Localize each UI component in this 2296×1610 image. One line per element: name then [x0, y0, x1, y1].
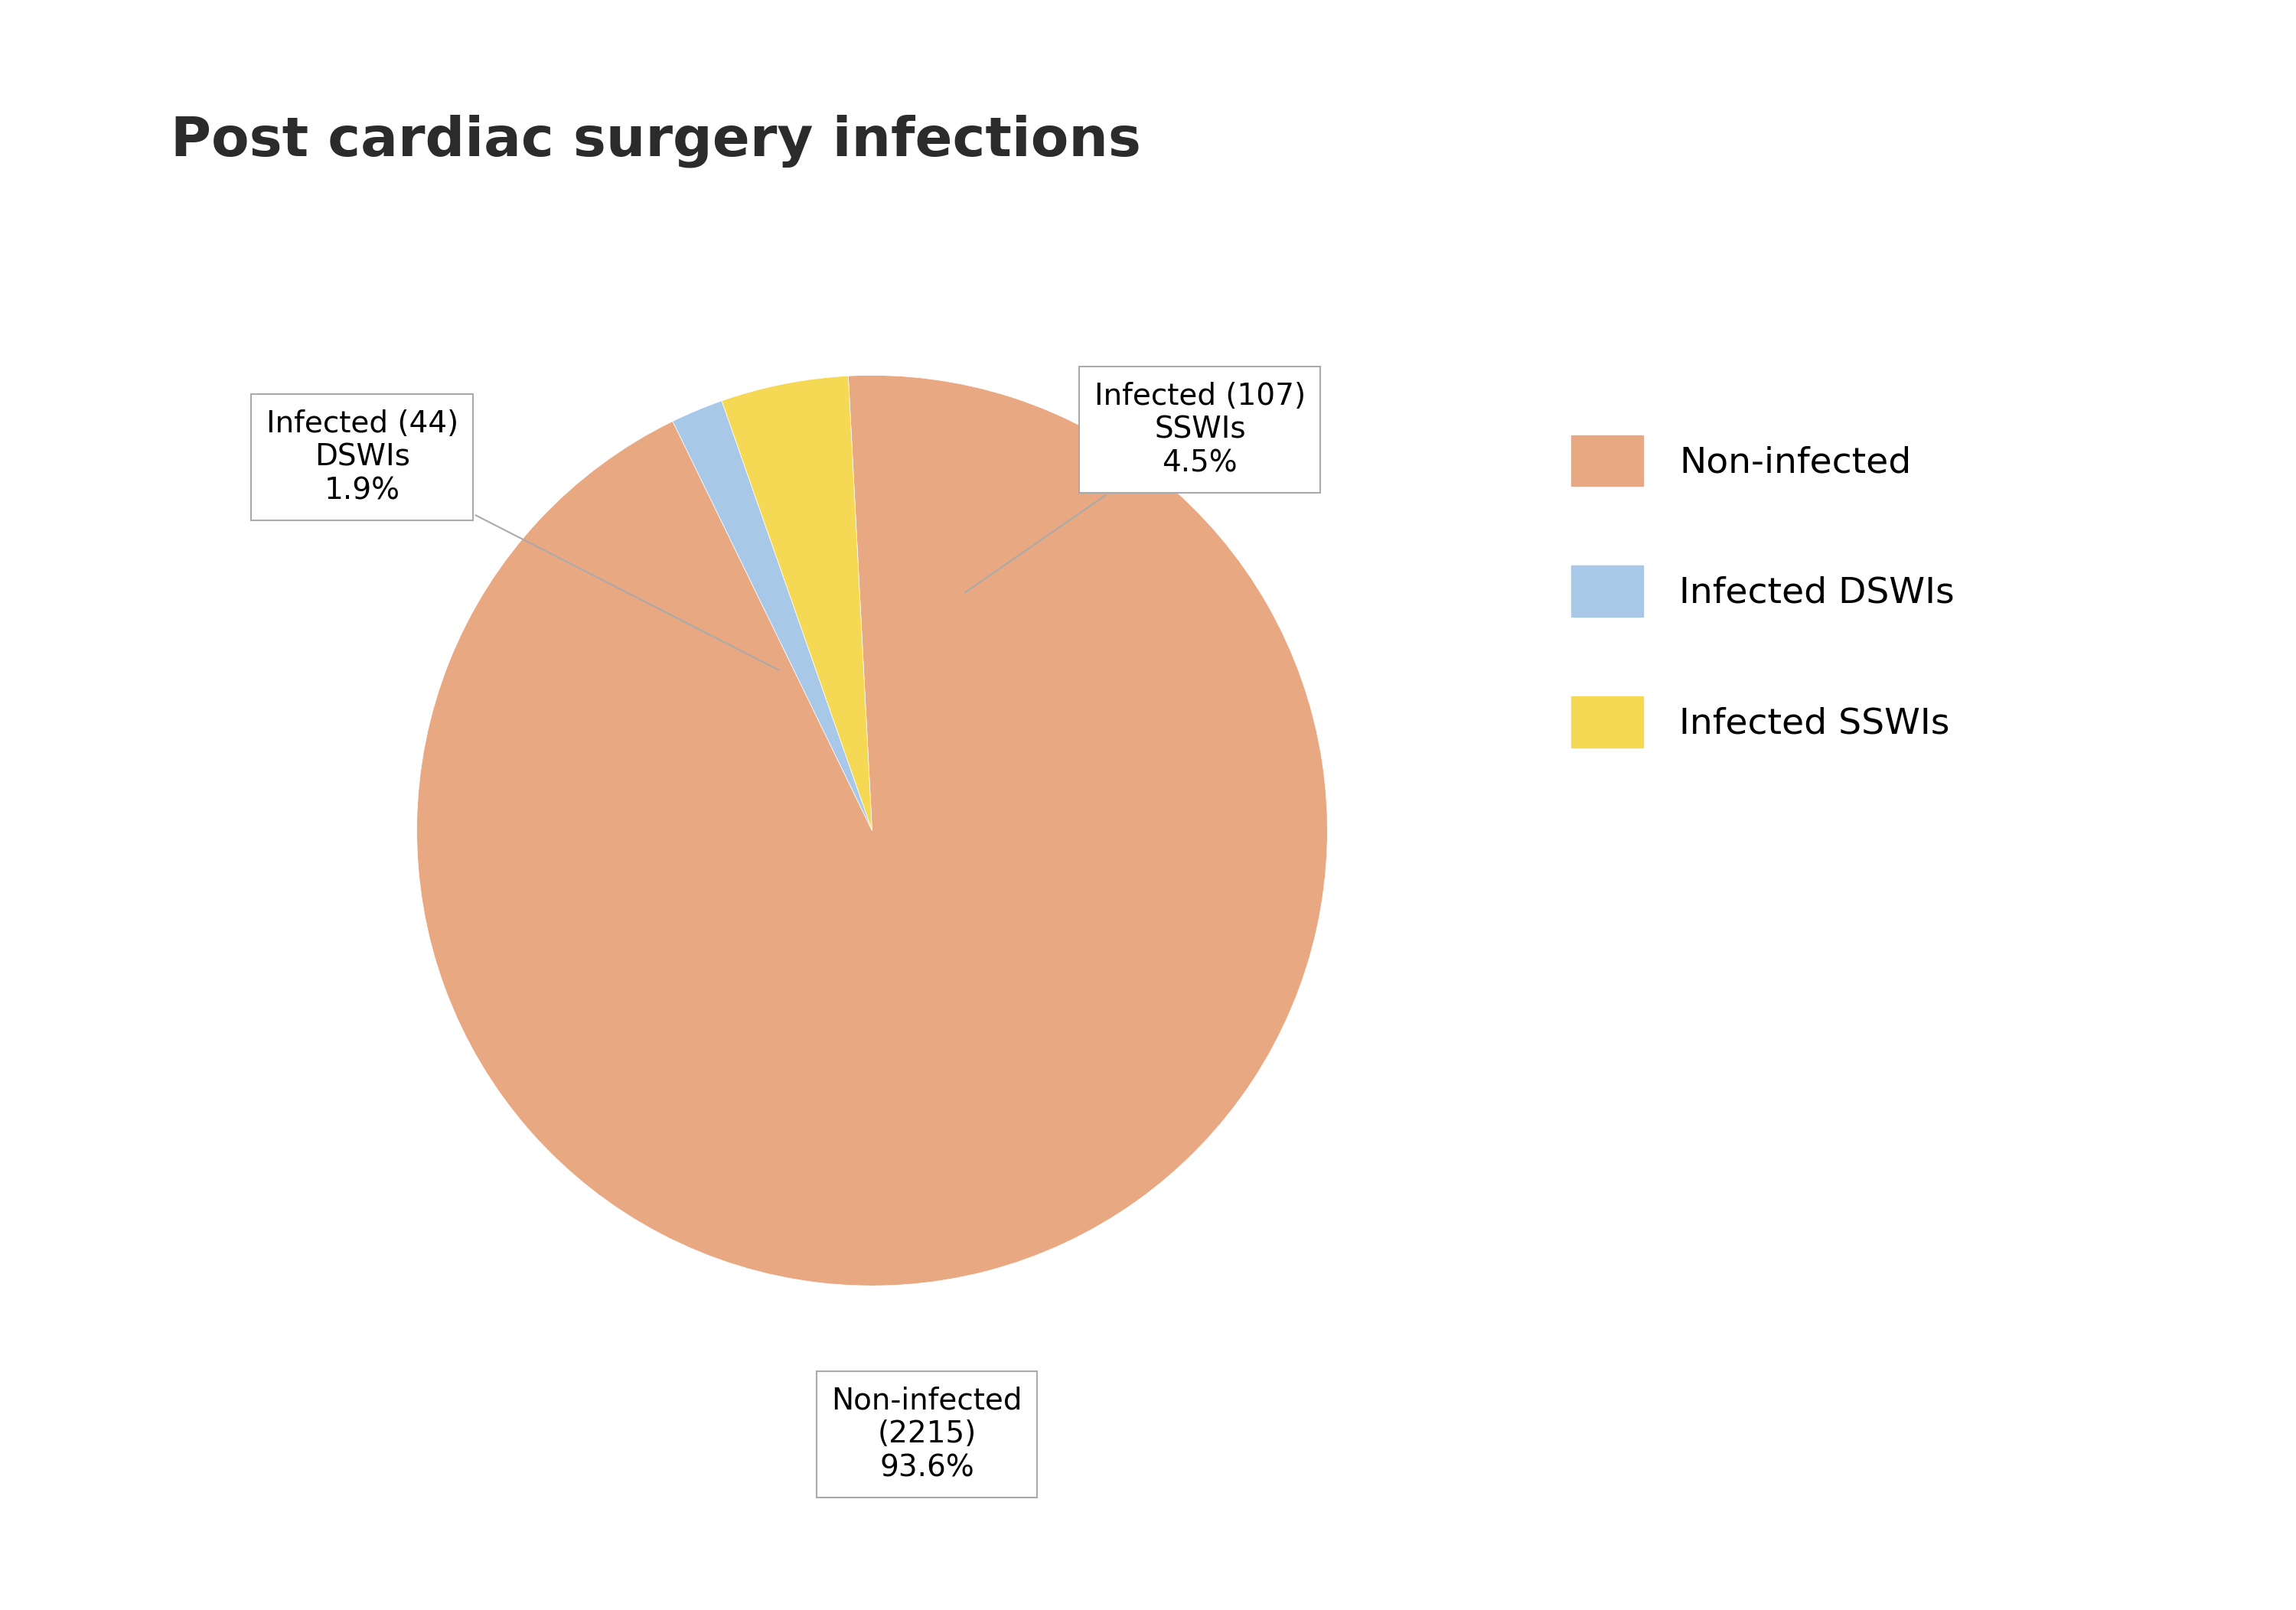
- Text: Infected (107)
SSWIs
4.5%: Infected (107) SSWIs 4.5%: [964, 382, 1306, 592]
- Text: Non-infected
(2215)
93.6%: Non-infected (2215) 93.6%: [831, 1386, 1022, 1483]
- Wedge shape: [673, 401, 872, 831]
- Legend: Non-infected, Infected DSWIs, Infected SSWIs: Non-infected, Infected DSWIs, Infected S…: [1557, 420, 1970, 762]
- Wedge shape: [721, 375, 872, 831]
- Text: Infected (44)
DSWIs
1.9%: Infected (44) DSWIs 1.9%: [266, 409, 778, 670]
- Wedge shape: [418, 375, 1327, 1286]
- Text: Post cardiac surgery infections: Post cardiac surgery infections: [170, 114, 1141, 167]
